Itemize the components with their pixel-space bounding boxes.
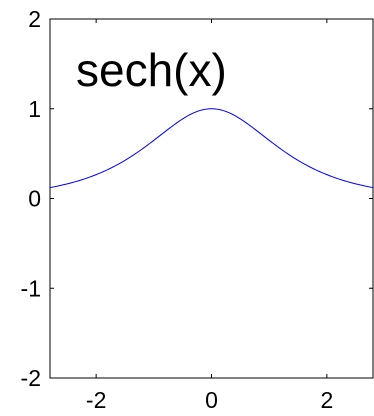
y-tick-label: 0 bbox=[28, 186, 41, 212]
sech-curve bbox=[49, 108, 374, 189]
y-tick-label: -1 bbox=[21, 275, 41, 301]
y-tick-label: 2 bbox=[28, 6, 41, 32]
x-axis-ticks: -2 0 2 bbox=[86, 19, 333, 413]
chart-annotation: sech(x) bbox=[76, 44, 227, 96]
y-tick-label: -2 bbox=[21, 365, 41, 391]
x-tick-label: 0 bbox=[205, 387, 218, 413]
y-tick-label: 1 bbox=[28, 96, 41, 122]
x-tick-label: 2 bbox=[320, 387, 333, 413]
x-tick-label: -2 bbox=[86, 387, 106, 413]
y-axis-ticks: 2 1 0 -1 -2 bbox=[21, 6, 373, 391]
